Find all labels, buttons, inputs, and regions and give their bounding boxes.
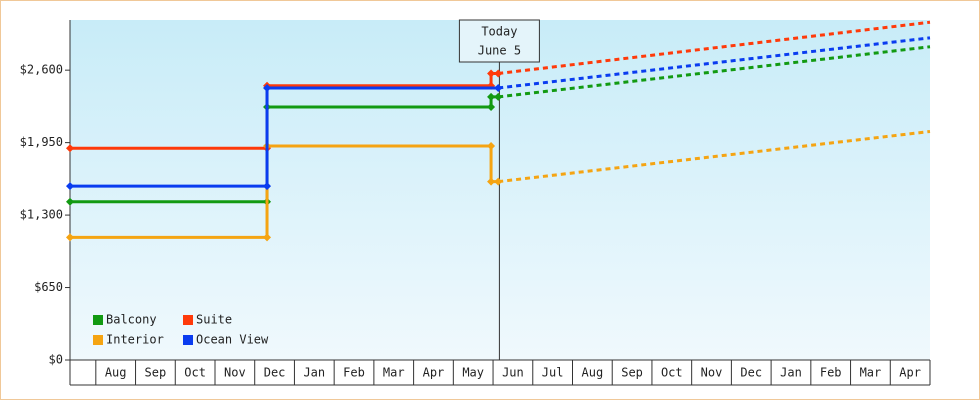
legend-swatch [93,315,103,325]
x-tick-label: Aug [582,366,604,380]
x-tick-label: Apr [899,366,921,380]
price-point [263,182,272,191]
x-tick-label: Sep [145,366,167,380]
price-point [487,69,496,78]
price-point [263,233,272,242]
y-tick-label: $2,600 [20,63,63,77]
x-tick-label: Jun [502,366,524,380]
legend-label: Balcony [106,313,157,327]
forecast-line [498,36,931,90]
price-point [66,144,74,153]
x-tick-label: Jan [303,366,325,380]
x-tick-label: Feb [820,366,842,380]
legend-label: Ocean View [196,333,269,347]
x-tick-label: Oct [184,366,206,380]
today-box [458,19,540,63]
price-point [487,102,496,111]
price-point [66,182,74,191]
x-tick-label: Oct [661,366,683,380]
x-tick-label: Dec [740,366,762,380]
x-tick-label: Jul [542,366,564,380]
price-point [66,233,74,242]
price-point [487,92,496,101]
price-point [487,141,496,150]
price-point [494,177,503,186]
legend-label: Interior [106,333,164,347]
price-point [263,84,272,92]
x-tick-label: Sep [621,366,643,380]
price-point [494,69,503,78]
today-label: Today [481,25,517,39]
x-tick-label: Nov [224,366,246,380]
price-point [487,177,496,186]
y-tick-label: $650 [34,280,63,294]
today-label: June 5 [478,44,521,58]
y-tick-label: $1,300 [20,208,63,222]
plot-area [70,20,930,360]
x-tick-label: Nov [701,366,723,380]
price-line [70,86,499,188]
x-tick-label: Aug [105,366,127,380]
legend-label: Suite [196,313,232,327]
forecast-line [498,129,931,184]
x-tick-label: Dec [264,366,286,380]
price-point [494,84,503,92]
x-tick-label: Mar [860,366,882,380]
price-point [494,92,503,101]
x-tick-label: Jan [780,366,802,380]
forecast-line [498,20,931,75]
legend-swatch [93,335,103,345]
y-tick-label: $1,950 [20,135,63,149]
price-point [66,197,74,206]
forecast-line [498,45,931,99]
y-tick-label: $0 [49,353,63,367]
legend-swatch [183,315,193,325]
x-tick-label: Apr [423,366,445,380]
x-tick-label: May [462,366,484,380]
x-tick-label: Mar [383,366,405,380]
x-tick-label: Feb [343,366,365,380]
legend-swatch [183,335,193,345]
